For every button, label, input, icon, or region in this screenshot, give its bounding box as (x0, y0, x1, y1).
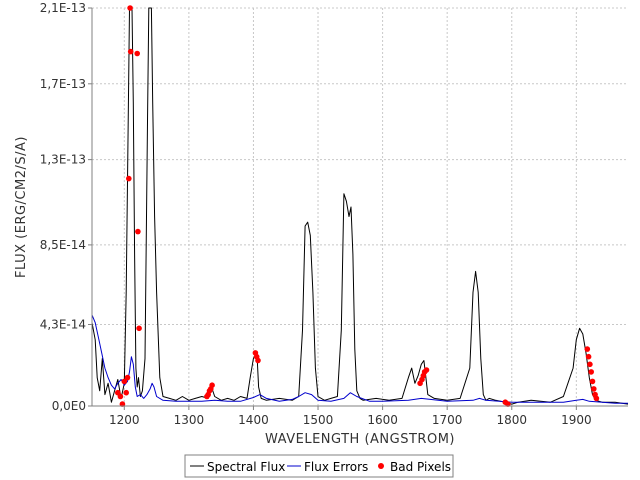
y-tick-label: 2,1E-13 (40, 1, 86, 15)
bad-pixel-point (134, 50, 140, 57)
x-axis-ticks: 1200 1300 1400 1500 1600 1700 1800 1900 (109, 406, 592, 427)
x-tick-label: 1600 (367, 413, 398, 427)
bad-pixel-point (588, 369, 594, 375)
y-tick-label: 8,5E-14 (40, 238, 86, 252)
bad-pixel-point (127, 48, 134, 55)
x-tick-label: 1300 (174, 413, 205, 427)
x-tick-label: 1800 (496, 413, 527, 427)
bad-pixel-point (584, 346, 591, 352)
bad-pixel-point (593, 395, 600, 402)
bad-pixel-point (587, 361, 593, 368)
bad-pixel-point (589, 378, 596, 385)
y-tick-label: 4,3E-14 (40, 318, 86, 332)
x-tick-label: 1400 (238, 413, 269, 427)
plot-area (92, 8, 628, 406)
bad-pixel-point (121, 378, 128, 385)
flux-errors-line (91, 314, 628, 404)
bad-pixel-point (255, 357, 261, 364)
series-layer (91, 5, 629, 407)
spectral-flux-line (91, 7, 629, 405)
x-axis-title: WAVELENGTH (ANGSTROM) (265, 432, 455, 447)
legend-swatch-bad-pixels (378, 463, 384, 469)
bad-pixel-point (123, 389, 129, 396)
legend-label-bad-pixels: Bad Pixels (390, 460, 451, 474)
legend-label-flux-errors: Flux Errors (304, 460, 368, 474)
bad-pixel-point (126, 175, 132, 182)
y-tick-label: 1,3E-13 (40, 153, 86, 167)
bad-pixel-point (127, 5, 133, 11)
x-tick-label: 1200 (109, 413, 140, 427)
bad-pixel-point (117, 393, 124, 400)
legend: Spectral Flux Flux Errors Bad Pixels (184, 454, 454, 478)
x-tick-label: 1900 (561, 413, 592, 427)
bad-pixel-point (136, 325, 142, 332)
x-tick-label: 1700 (432, 413, 463, 427)
bad-pixel-point (423, 367, 430, 373)
y-axis-title: FLUX (ERG/CM2/S/A) (14, 136, 29, 278)
y-tick-label: 1,7E-13 (40, 77, 86, 91)
bad-pixel-point (585, 353, 592, 360)
legend-label-spectral-flux: Spectral Flux (207, 460, 285, 474)
y-axis-ticks: 0,0E0 4,3E-14 8,5E-14 1,3E-13 1,7E-13 2,1E-13 (40, 1, 92, 413)
bad-pixel-point (124, 374, 131, 381)
grid-lines (92, 7, 628, 406)
y-tick-label: 0,0E0 (52, 399, 86, 413)
bad-pixel-point (591, 386, 597, 392)
bad-pixel-point (135, 228, 141, 235)
legend-box (184, 454, 454, 478)
x-tick-label: 1500 (303, 413, 334, 427)
bad-pixel-point (209, 382, 215, 389)
